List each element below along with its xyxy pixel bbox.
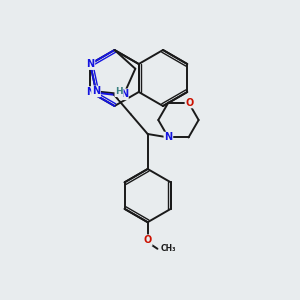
Text: N: N — [164, 133, 172, 142]
Text: O: O — [143, 235, 152, 245]
Text: CH₃: CH₃ — [160, 244, 176, 253]
Text: N: N — [86, 59, 94, 69]
Text: N: N — [120, 89, 128, 99]
Text: H: H — [115, 87, 123, 96]
Text: N: N — [86, 59, 94, 69]
Text: N: N — [92, 86, 100, 96]
Text: O: O — [185, 98, 194, 107]
Text: N: N — [86, 87, 94, 97]
